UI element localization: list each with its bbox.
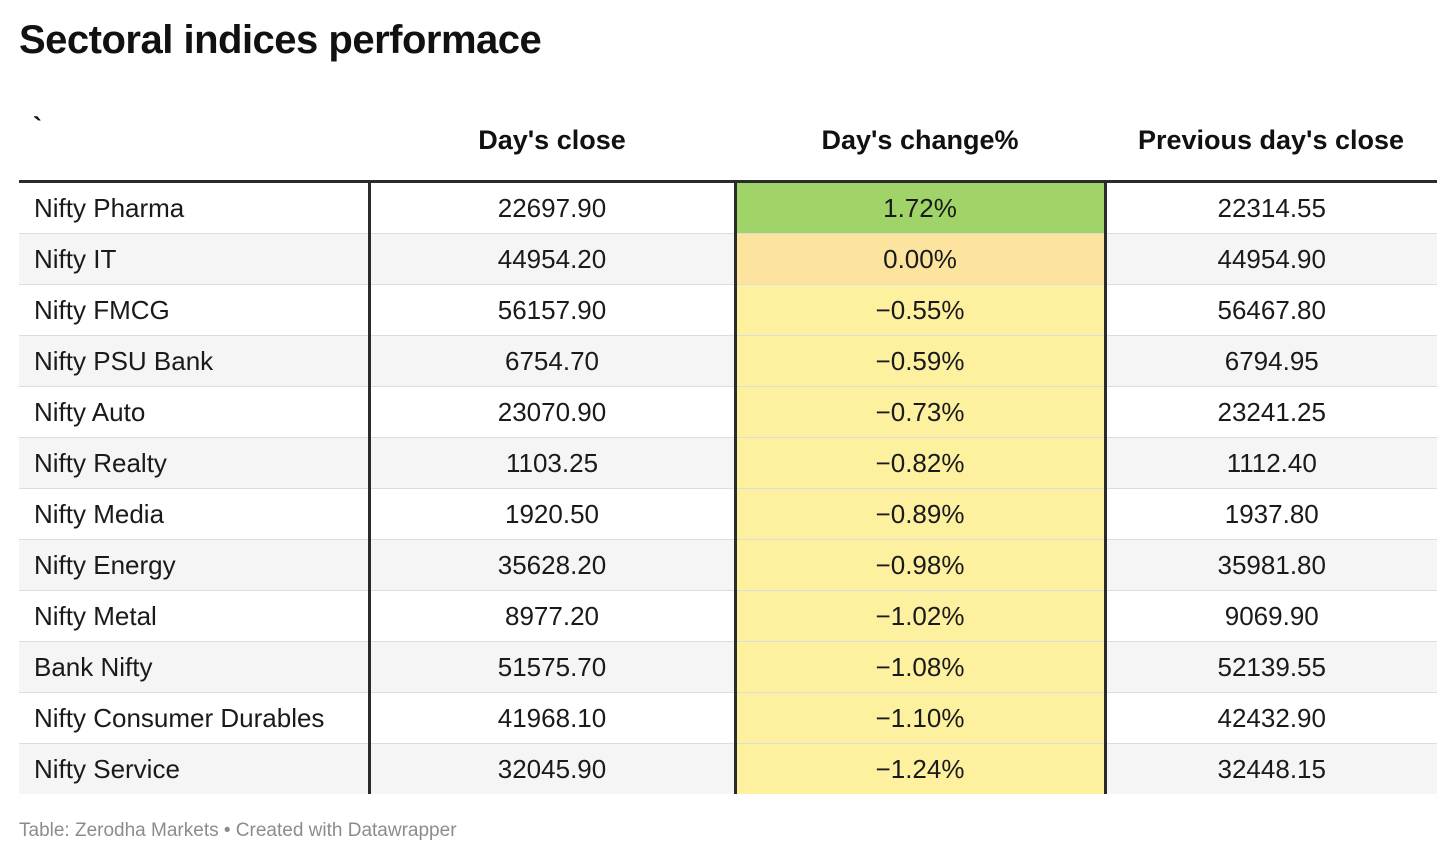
row-days-change: −0.55% (735, 284, 1107, 336)
row-days-change: −1.10% (735, 692, 1107, 744)
header-row: ` Day's close Day's change% Previous day… (19, 100, 1437, 183)
row-days-close: 41968.10 (369, 692, 737, 744)
row-days-change: 1.72% (735, 181, 1107, 234)
row-previous-close: 9069.90 (1105, 590, 1437, 642)
row-previous-close: 32448.15 (1105, 743, 1437, 794)
row-days-close: 8977.20 (369, 590, 737, 642)
table-row: Bank Nifty 51575.70 −1.08% 52139.55 (19, 641, 1437, 693)
row-days-close: 23070.90 (369, 386, 737, 438)
row-name: Nifty Media (19, 488, 371, 540)
row-days-change: −0.82% (735, 437, 1107, 489)
table-row: Nifty Pharma 22697.90 1.72% 22314.55 (19, 181, 1437, 234)
row-name: Nifty IT (19, 233, 371, 285)
row-days-close: 32045.90 (369, 743, 737, 794)
row-previous-close: 35981.80 (1105, 539, 1437, 591)
row-days-change: −1.08% (735, 641, 1107, 693)
row-days-close: 1103.25 (369, 437, 737, 489)
row-name: Bank Nifty (19, 641, 371, 693)
table-row: Nifty Media 1920.50 −0.89% 1937.80 (19, 488, 1437, 540)
column-header-close: Day's close (369, 100, 735, 183)
table-row: Nifty Service 32045.90 −1.24% 32448.15 (19, 743, 1437, 794)
row-days-close: 44954.20 (369, 233, 737, 285)
sectoral-table: ` Day's close Day's change% Previous day… (19, 100, 1437, 794)
table-row: Nifty Metal 8977.20 −1.02% 9069.90 (19, 590, 1437, 642)
row-name: Nifty Consumer Durables (19, 692, 371, 744)
row-days-close: 56157.90 (369, 284, 737, 336)
table-row: Nifty FMCG 56157.90 −0.55% 56467.80 (19, 284, 1437, 336)
row-previous-close: 23241.25 (1105, 386, 1437, 438)
row-days-change: −0.89% (735, 488, 1107, 540)
row-name: Nifty Realty (19, 437, 371, 489)
table-row: Nifty Auto 23070.90 −0.73% 23241.25 (19, 386, 1437, 438)
row-days-change: 0.00% (735, 233, 1107, 285)
row-previous-close: 22314.55 (1217, 192, 1326, 223)
row-name: Nifty PSU Bank (19, 335, 371, 387)
row-name: Nifty FMCG (19, 284, 371, 336)
row-days-close: 51575.70 (369, 641, 737, 693)
row-name: Nifty Pharma (19, 181, 371, 234)
row-days-change: −0.73% (735, 386, 1107, 438)
table-row: Nifty Energy 35628.20 −0.98% 35981.80 (19, 539, 1437, 591)
table-row: Nifty Realty 1103.25 −0.82% 1112.40 (19, 437, 1437, 489)
table-row: Nifty IT 44954.20 0.00% 44954.90 (19, 233, 1437, 285)
row-previous-close: 56467.80 (1105, 284, 1437, 336)
row-name: Nifty Energy (19, 539, 371, 591)
row-days-change: −1.24% (735, 743, 1107, 794)
page-title: Sectoral indices performace (19, 18, 542, 62)
row-days-change: −1.02% (735, 590, 1107, 642)
row-name: Nifty Metal (19, 590, 371, 642)
table-row: Nifty PSU Bank 6754.70 −0.59% 6794.95 (19, 335, 1437, 387)
row-days-change: −0.98% (735, 539, 1107, 591)
row-days-change: −0.59% (735, 335, 1107, 387)
row-name: Nifty Auto (19, 386, 371, 438)
column-header-change: Day's change% (735, 100, 1105, 183)
column-header-prev-close: Previous day's close (1105, 100, 1437, 183)
row-previous-close: 52139.55 (1105, 641, 1437, 693)
row-name: Nifty Service (19, 743, 371, 794)
table-row: Nifty Consumer Durables 41968.10 −1.10% 424… (19, 692, 1437, 744)
row-days-close: 22697.90 (369, 181, 737, 234)
source-footer: Table: Zerodha Markets • Created with Da… (19, 820, 457, 841)
row-days-close: 6754.70 (369, 335, 737, 387)
row-days-close: 1920.50 (369, 488, 737, 540)
row-previous-close: 1112.40 (1105, 437, 1437, 489)
column-header-name: ` (19, 100, 369, 183)
row-previous-close: 6794.95 (1105, 335, 1437, 387)
row-previous-close: 42432.90 (1105, 692, 1437, 744)
row-previous-close: 1937.80 (1105, 488, 1437, 540)
row-previous-close: 44954.90 (1105, 233, 1437, 285)
row-days-close: 35628.20 (369, 539, 737, 591)
